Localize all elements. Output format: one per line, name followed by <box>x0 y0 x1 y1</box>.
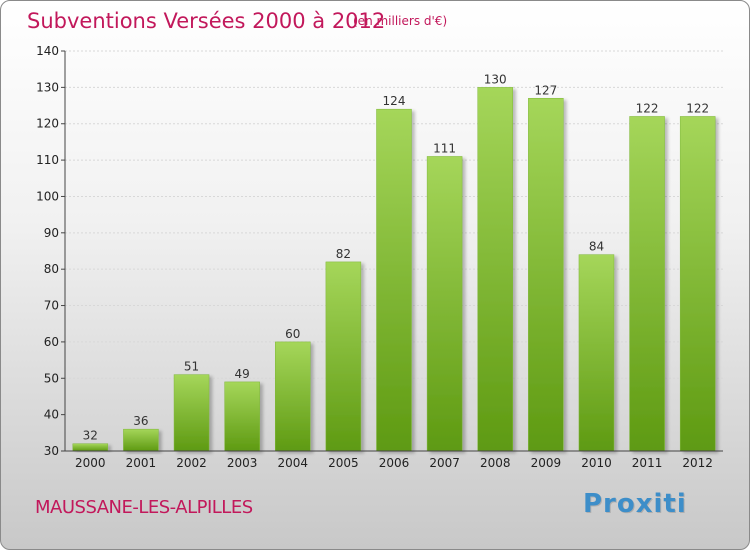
bar-2003 <box>224 381 260 452</box>
unit-note: (en milliers d'€) <box>353 14 448 28</box>
x-tick-label: 2006 <box>379 456 410 470</box>
data-label-2000: 32 <box>83 429 98 443</box>
data-label-2012: 122 <box>686 101 709 115</box>
data-label-2010: 84 <box>589 240 604 254</box>
commune-name: MAUSSANE-LES-ALPILLES <box>35 497 253 518</box>
data-label-2005: 82 <box>336 247 351 261</box>
y-tick-label: 50 <box>44 371 59 385</box>
bar-2012 <box>679 116 716 452</box>
axes: 30 40 50 60 70 80 90 100 110 120 130 140 2000 2001 200… <box>36 44 723 470</box>
data-label-2008: 130 <box>484 72 507 86</box>
bar-2000 <box>72 443 109 452</box>
bar-2002 <box>173 374 210 452</box>
x-tick-label: 2001 <box>126 456 157 470</box>
bar-2005 <box>325 261 362 452</box>
bar-2007 <box>426 156 463 452</box>
brand-logo: Proxiti <box>583 489 687 519</box>
y-tick-label: 120 <box>36 117 59 131</box>
x-tick-label: 2008 <box>480 456 511 470</box>
x-tick-label: 2007 <box>429 456 460 470</box>
x-tick-label: 2011 <box>632 456 663 470</box>
data-label-2006: 124 <box>383 94 406 108</box>
x-tick-label: 2005 <box>328 456 359 470</box>
bar-2011 <box>629 116 665 452</box>
x-tick-label: 2003 <box>227 456 258 470</box>
bar-2008 <box>477 87 513 452</box>
y-tick-label: 100 <box>36 189 59 203</box>
y-tick-label: 40 <box>44 408 59 422</box>
data-label-2001: 36 <box>133 414 148 428</box>
y-tick-label: 130 <box>36 80 59 94</box>
bar-2004 <box>275 341 311 452</box>
x-tick-label: 2000 <box>75 456 106 470</box>
bar-2006 <box>376 108 412 452</box>
y-tick-label: 80 <box>44 262 59 276</box>
y-tick-label: 30 <box>44 444 59 458</box>
y-tick-label: 70 <box>44 299 59 313</box>
y-tick-label: 140 <box>36 44 59 58</box>
bar-2001 <box>123 428 159 452</box>
chart-title: Subventions Versées 2000 à 2012 <box>27 9 386 33</box>
y-tick-label: 60 <box>44 335 59 349</box>
data-label-2007: 111 <box>433 141 456 155</box>
y-tick-label: 110 <box>36 153 59 167</box>
x-tick-label: 2012 <box>682 456 713 470</box>
x-tick-label: 2002 <box>176 456 207 470</box>
data-label-2003: 49 <box>235 367 250 381</box>
bar-2009 <box>528 98 564 452</box>
data-label-2009: 127 <box>534 83 557 97</box>
x-tick-label: 2010 <box>581 456 612 470</box>
y-tick-label: 90 <box>44 226 59 240</box>
x-tick-label: 2004 <box>277 456 308 470</box>
data-label-2004: 60 <box>285 327 300 341</box>
data-label-2011: 122 <box>636 101 659 115</box>
data-label-2002: 51 <box>184 360 199 374</box>
bar-2010 <box>578 254 615 452</box>
x-tick-label: 2009 <box>531 456 562 470</box>
bars: 32 36 51 49 60 82 124 111 130 127 84 122 122 <box>72 72 716 452</box>
